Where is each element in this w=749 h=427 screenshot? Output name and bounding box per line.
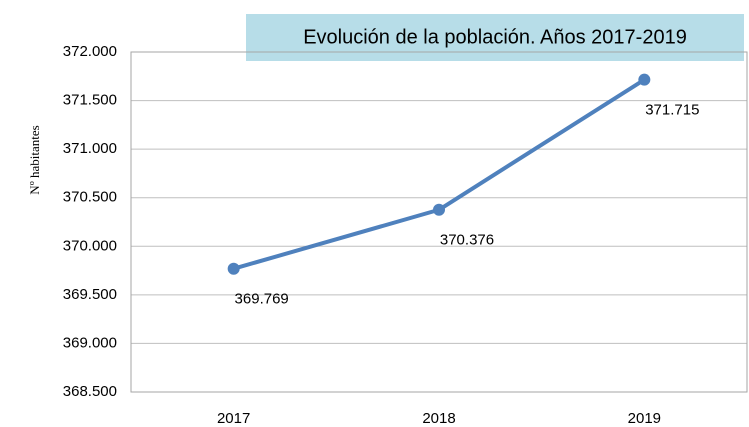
y-tick-label: 370.500 [63, 189, 117, 206]
y-axis-label: Nº habitantes [27, 125, 42, 194]
x-tick-label: 2017 [217, 410, 250, 427]
x-tick-label: 2019 [628, 410, 661, 427]
y-tick-label: 372.000 [63, 43, 117, 60]
y-tick-label: 371.500 [63, 92, 117, 109]
data-point [227, 262, 240, 275]
data-point [433, 203, 445, 216]
y-tick-label: 370.000 [63, 237, 117, 254]
y-tick-label: 368.500 [63, 383, 117, 400]
data-label: 370.376 [440, 232, 494, 249]
plot-frame [130, 51, 748, 393]
x-tick-label: 2018 [422, 410, 455, 427]
y-tick-label: 371.000 [63, 140, 117, 157]
data-label: 371.715 [645, 102, 699, 119]
y-tick-label: 369.500 [63, 286, 117, 303]
chart-title: Evolución de la población. Años 2017-201… [303, 26, 687, 48]
data-point [638, 73, 651, 86]
y-tick-label: 369.000 [63, 334, 117, 351]
data-label: 369.769 [235, 291, 289, 308]
title-box [246, 14, 744, 61]
